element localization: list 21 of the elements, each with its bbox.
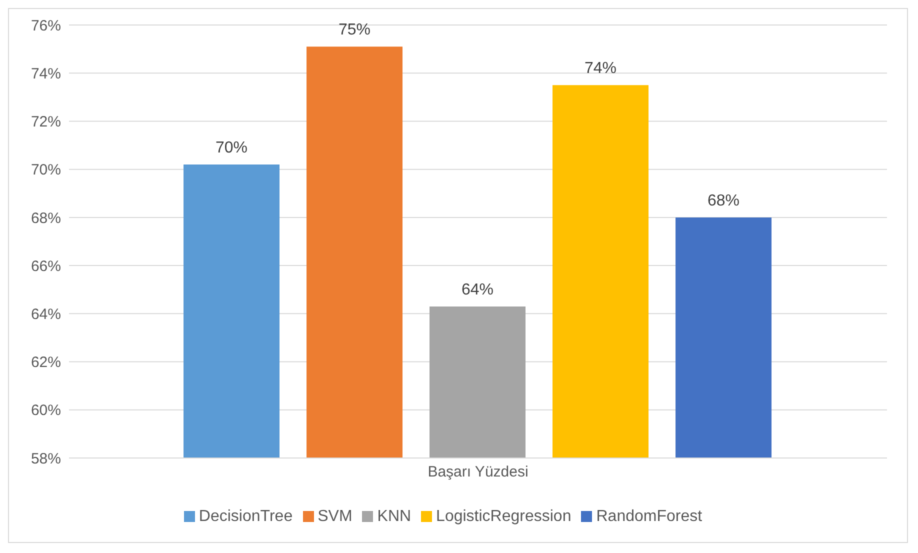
y-tick-label: 68% <box>30 210 61 227</box>
data-label: 75% <box>338 22 371 39</box>
y-tick-label: 74% <box>30 65 61 82</box>
y-tick-label: 64% <box>30 306 61 323</box>
x-tick-label: Başarı Yüzdesi <box>428 464 528 481</box>
y-tick-label: 66% <box>30 258 61 275</box>
legend-label: RandomForest <box>596 508 702 525</box>
y-tick-label: 70% <box>30 162 61 179</box>
y-tick-label: 60% <box>30 402 61 420</box>
data-label: 70% <box>216 140 248 157</box>
legend-label: SVM <box>318 508 352 525</box>
data-label: 74% <box>584 60 617 78</box>
y-tick-label: 72% <box>30 114 61 131</box>
data-label: 68% <box>708 192 740 210</box>
data-label: 64% <box>462 281 494 298</box>
y-tick-label: 58% <box>30 450 61 468</box>
legend-label: LogisticRegression <box>436 508 572 525</box>
legend-label: KNN <box>377 508 412 525</box>
legend-label: DecisionTree <box>198 508 293 525</box>
y-tick-label: 76% <box>30 17 61 34</box>
y-tick-label: 62% <box>30 354 61 372</box>
